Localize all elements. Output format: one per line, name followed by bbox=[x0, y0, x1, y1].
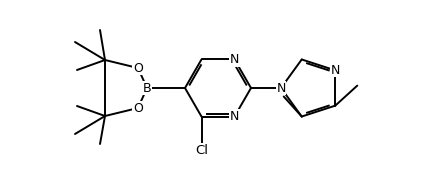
Text: B: B bbox=[143, 82, 152, 95]
Text: N: N bbox=[331, 64, 340, 77]
Text: Cl: Cl bbox=[195, 144, 208, 157]
Text: N: N bbox=[276, 82, 286, 95]
Text: O: O bbox=[133, 62, 143, 75]
Text: N: N bbox=[230, 110, 239, 123]
Text: O: O bbox=[133, 101, 143, 114]
Text: N: N bbox=[230, 53, 239, 66]
